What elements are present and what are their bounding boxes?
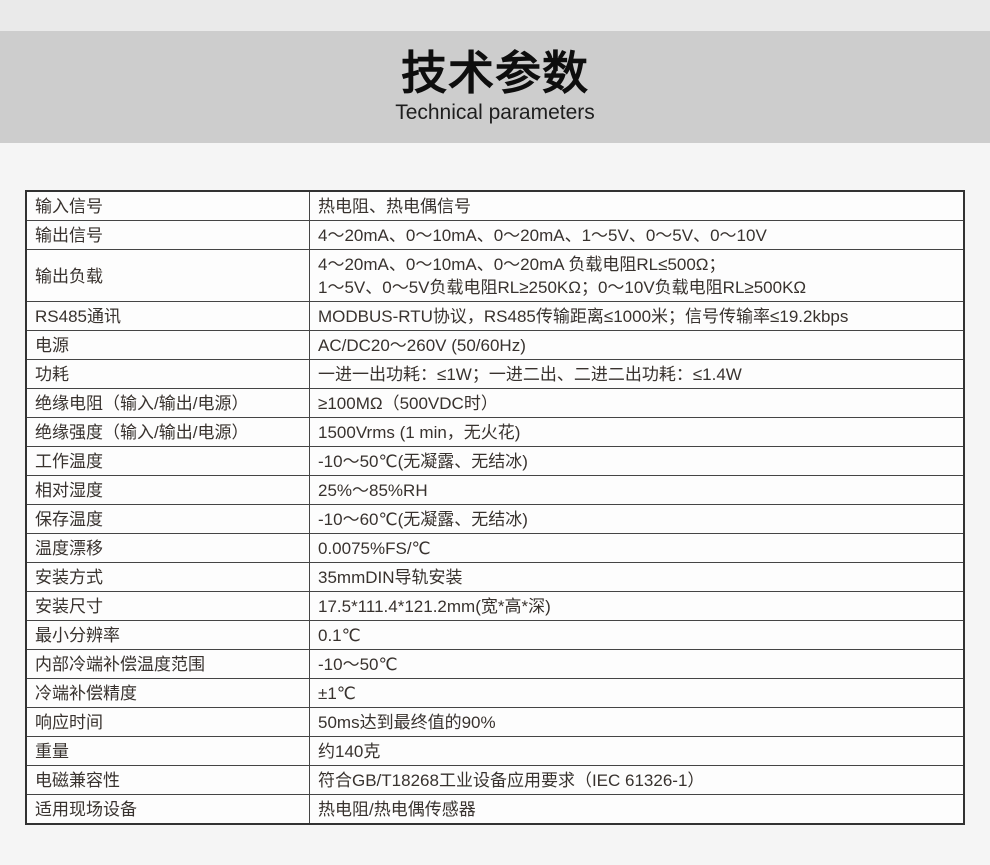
spec-label: 绝缘强度（输入/输出/电源） (25, 417, 310, 447)
spec-value: 热电阻/热电偶传感器 (309, 794, 965, 825)
spec-label: 内部冷端补偿温度范围 (25, 649, 310, 679)
spec-label: 温度漂移 (25, 533, 310, 563)
spec-label: 输出负载 (25, 249, 310, 302)
spec-label: 电源 (25, 330, 310, 360)
spec-label: 响应时间 (25, 707, 310, 737)
spec-value: 0.0075%FS/℃ (309, 533, 965, 563)
spec-label: 最小分辨率 (25, 620, 310, 650)
spec-value: 1500Vrms (1 min，无火花) (309, 417, 965, 447)
table-row: 相对湿度 25%～85%RH (25, 475, 965, 505)
table-row: 电磁兼容性 符合GB/T18268工业设备应用要求（IEC 61326-1） (25, 765, 965, 795)
table-row: 内部冷端补偿温度范围 -10～50℃ (25, 649, 965, 679)
spec-label: 输出信号 (25, 220, 310, 250)
spec-value: MODBUS-RTU协议，RS485传输距离≤1000米；信号传输率≤19.2k… (309, 301, 965, 331)
table-row: 安装方式 35mmDIN导轨安装 (25, 562, 965, 592)
spec-value: 4～20mA、0～10mA、0～20mA 负载电阻RL≤500Ω； 1～5V、0… (309, 249, 965, 302)
spec-label: 重量 (25, 736, 310, 766)
spec-label: 保存温度 (25, 504, 310, 534)
spec-value: ≥100MΩ（500VDC时） (309, 388, 965, 418)
table-row: 最小分辨率 0.1℃ (25, 620, 965, 650)
spec-value: 约140克 (309, 736, 965, 766)
spec-value: ±1℃ (309, 678, 965, 708)
spec-label: 冷端补偿精度 (25, 678, 310, 708)
table-row: 工作温度 -10～50℃(无凝露、无结冰) (25, 446, 965, 476)
table-row: 保存温度 -10～60℃(无凝露、无结冰) (25, 504, 965, 534)
table-row: 安装尺寸 17.5*111.4*121.2mm(宽*高*深) (25, 591, 965, 621)
spec-value: 热电阻、热电偶信号 (309, 190, 965, 221)
spec-label: 适用现场设备 (25, 794, 310, 825)
spec-table-container: 输入信号 热电阻、热电偶信号 输出信号 4～20mA、0～10mA、0～20mA、1～… (25, 190, 965, 825)
table-row: 输出负载 4～20mA、0～10mA、0～20mA 负载电阻RL≤500Ω； 1～… (25, 249, 965, 302)
spec-value: 4～20mA、0～10mA、0～20mA、1～5V、0～5V、0～10V (309, 220, 965, 250)
page-title: 技术参数 (401, 47, 589, 100)
spec-value: 符合GB/T18268工业设备应用要求（IEC 61326-1） (309, 765, 965, 795)
table-row: RS485通讯 MODBUS-RTU协议，RS485传输距离≤1000米；信号传输… (25, 301, 965, 331)
spec-value: 17.5*111.4*121.2mm(宽*高*深) (309, 591, 965, 621)
spec-label: 安装方式 (25, 562, 310, 592)
table-row: 电源 AC/DC20～260V (50/60Hz) (25, 330, 965, 360)
spec-value: AC/DC20～260V (50/60Hz) (309, 330, 965, 360)
table-row: 输出信号 4～20mA、0～10mA、0～20mA、1～5V、0～5V、0～10V (25, 220, 965, 250)
table-row: 输入信号 热电阻、热电偶信号 (25, 190, 965, 221)
spec-value: 50ms达到最终值的90% (309, 707, 965, 737)
table-row: 重量 约140克 (25, 736, 965, 766)
table-row: 绝缘电阻（输入/输出/电源） ≥100MΩ（500VDC时） (25, 388, 965, 418)
table-row: 适用现场设备 热电阻/热电偶传感器 (25, 794, 965, 825)
spec-label: 安装尺寸 (25, 591, 310, 621)
spec-value: -10～60℃(无凝露、无结冰) (309, 504, 965, 534)
spec-value: 25%～85%RH (309, 475, 965, 505)
spec-value: 0.1℃ (309, 620, 965, 650)
spec-label: 工作温度 (25, 446, 310, 476)
top-strip (0, 0, 990, 31)
spec-label: 输入信号 (25, 190, 310, 221)
table-row: 绝缘强度（输入/输出/电源） 1500Vrms (1 min，无火花) (25, 417, 965, 447)
spec-table-body: 输入信号 热电阻、热电偶信号 输出信号 4～20mA、0～10mA、0～20mA、1～… (25, 190, 965, 825)
spec-label: 相对湿度 (25, 475, 310, 505)
spec-label: 功耗 (25, 359, 310, 389)
spec-value: -10～50℃(无凝露、无结冰) (309, 446, 965, 476)
table-row: 冷端补偿精度 ±1℃ (25, 678, 965, 708)
spec-value: 35mmDIN导轨安装 (309, 562, 965, 592)
spec-label: 绝缘电阻（输入/输出/电源） (25, 388, 310, 418)
table-row: 温度漂移 0.0075%FS/℃ (25, 533, 965, 563)
table-row: 响应时间 50ms达到最终值的90% (25, 707, 965, 737)
spec-value: -10～50℃ (309, 649, 965, 679)
header-band: 技术参数 Technical parameters (0, 31, 990, 143)
page-subtitle: Technical parameters (395, 100, 595, 124)
spec-label: 电磁兼容性 (25, 765, 310, 795)
spec-table: 输入信号 热电阻、热电偶信号 输出信号 4～20mA、0～10mA、0～20mA、1～… (25, 190, 965, 825)
table-row: 功耗 一进一出功耗：≤1W；一进二出、二进二出功耗：≤1.4W (25, 359, 965, 389)
spec-value: 一进一出功耗：≤1W；一进二出、二进二出功耗：≤1.4W (309, 359, 965, 389)
spec-label: RS485通讯 (25, 301, 310, 331)
